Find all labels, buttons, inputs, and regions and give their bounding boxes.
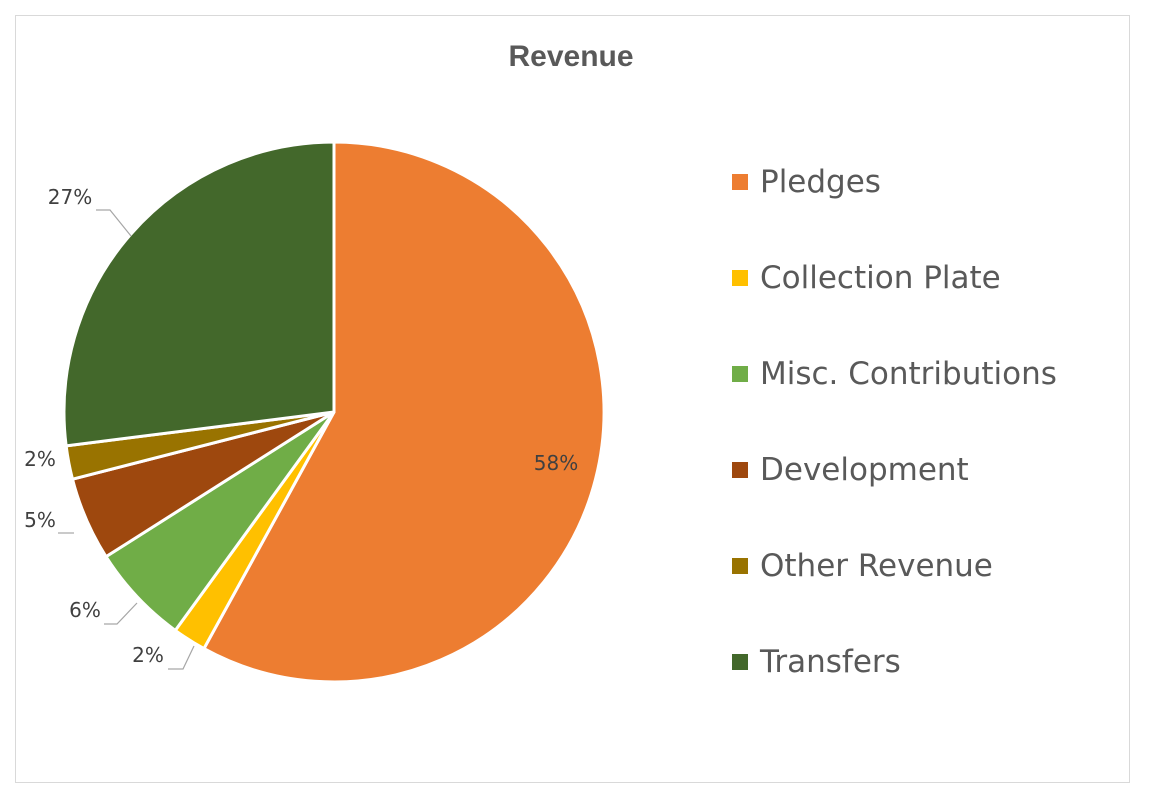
leader-line — [104, 602, 138, 625]
legend-swatch — [732, 653, 748, 670]
leader-line — [168, 645, 195, 670]
legend-swatch — [732, 461, 748, 478]
legend-label: Misc. Contributions — [760, 356, 1057, 392]
pie-slice-transfers — [62, 140, 336, 448]
data-label: 2% — [24, 447, 56, 471]
legend-item: Collection Plate — [732, 256, 1057, 352]
legend-label: Other Revenue — [760, 548, 993, 584]
data-label: 5% — [24, 508, 56, 532]
legend-swatch — [732, 557, 748, 574]
leader-line — [96, 209, 132, 237]
legend-swatch — [732, 269, 748, 286]
data-label: 58% — [534, 451, 578, 475]
legend-label: Pledges — [760, 164, 881, 200]
legend-swatch — [732, 365, 748, 382]
legend-item: Pledges — [732, 160, 1057, 256]
legend-item: Other Revenue — [732, 544, 1057, 640]
legend-label: Development — [760, 452, 969, 488]
legend: Pledges Collection Plate Misc. Contributio… — [732, 160, 1057, 736]
legend-swatch — [732, 173, 748, 190]
legend-label: Collection Plate — [760, 260, 1001, 296]
legend-item: Development — [732, 448, 1057, 544]
data-label: 6% — [69, 598, 101, 622]
legend-label: Transfers — [760, 644, 901, 680]
chart-title: Revenue — [508, 40, 634, 73]
legend-item: Misc. Contributions — [732, 352, 1057, 448]
data-label: 2% — [132, 643, 164, 667]
data-label: 27% — [48, 185, 92, 209]
pie-slice-pledges — [202, 140, 606, 684]
legend-item: Transfers — [732, 640, 1057, 736]
